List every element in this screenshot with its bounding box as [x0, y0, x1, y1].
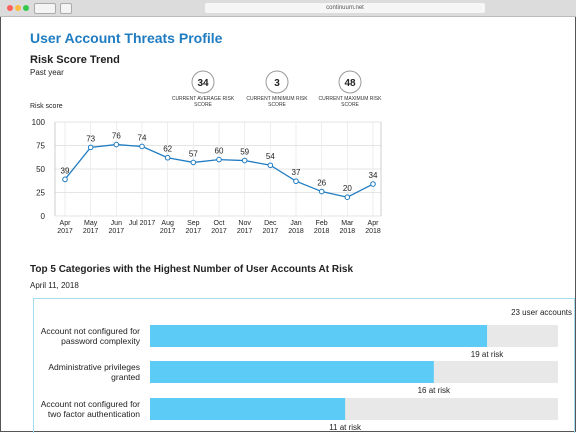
- x-tick-label: Jul 2017: [128, 220, 156, 227]
- bar-category: Account not configured for two factor au…: [40, 399, 140, 419]
- max-label: 23 user accounts: [511, 308, 572, 317]
- y-axis-label: Risk score: [30, 103, 63, 110]
- stat-label: CURRENT MAXIMUM RISK SCORE: [318, 96, 382, 108]
- chart-title: Top 5 Categories with the Highest Number…: [30, 264, 354, 275]
- page-title: User Account Threats Profile: [30, 30, 223, 46]
- data-label: 73: [86, 134, 95, 143]
- value-label: 19 at risk: [471, 350, 504, 359]
- data-label: 57: [189, 149, 198, 158]
- stat-label: CURRENT MINIMUM RISK SCORE: [246, 96, 308, 108]
- value-label: 11 at risk: [329, 423, 362, 432]
- point: [190, 159, 197, 166]
- stat-circle: [265, 70, 289, 94]
- bar-category: Account not configured for password comp…: [40, 326, 140, 346]
- chart-subtitle: Past year: [30, 68, 64, 77]
- x-tick-label: Jun 2017: [108, 220, 125, 235]
- y-tick-label: 0: [41, 212, 46, 221]
- chart-subtitle: April 11, 2018: [30, 281, 79, 290]
- sidebar-button[interactable]: [60, 3, 72, 14]
- x-tick-label: Dec 2017: [262, 220, 279, 235]
- x-tick-label: Aug 2017: [159, 220, 176, 235]
- minimize-button[interactable]: [15, 5, 21, 11]
- point: [344, 194, 351, 200]
- close-button[interactable]: [7, 5, 13, 11]
- y-tick-label: 100: [32, 118, 46, 127]
- data-label: 39: [61, 166, 70, 175]
- x-tick-label: May 2017: [82, 220, 99, 235]
- data-label: 34: [369, 171, 378, 180]
- x-tick-label: Apr 2017: [57, 220, 73, 235]
- bar-category: Administrative privileges granted: [48, 362, 140, 382]
- point: [139, 143, 145, 150]
- point: [164, 154, 171, 161]
- data-label: 60: [215, 147, 224, 156]
- point: [241, 157, 248, 164]
- stat-circle: [338, 70, 362, 94]
- stat-label: CURRENT AVERAGE RISK SCORE: [171, 96, 235, 108]
- url-bar[interactable]: continuum.net: [205, 3, 485, 13]
- data-label: 54: [266, 152, 275, 161]
- bar-panel: [33, 298, 575, 433]
- bar: [150, 325, 488, 347]
- data-label: 37: [292, 168, 301, 177]
- bar: [150, 361, 434, 383]
- stat-value: 34: [197, 78, 209, 89]
- stat-value: 48: [344, 78, 356, 89]
- data-label: 62: [163, 145, 172, 154]
- point: [62, 176, 68, 183]
- data-label: 76: [112, 132, 121, 141]
- stat-value: 3: [274, 78, 280, 89]
- point: [293, 178, 299, 185]
- point: [216, 156, 222, 163]
- point: [87, 144, 94, 151]
- data-label: 26: [317, 179, 326, 188]
- bar: [150, 398, 346, 420]
- data-label: 20: [343, 184, 352, 193]
- y-tick-label: 50: [36, 165, 45, 174]
- value-label: 16 at risk: [418, 386, 451, 395]
- y-tick-label: 25: [36, 189, 45, 198]
- nav-buttons[interactable]: [34, 3, 56, 14]
- x-tick-label: Mar 2018: [339, 220, 356, 235]
- point: [113, 141, 120, 148]
- stat-circle: [191, 70, 215, 94]
- y-tick-label: 75: [36, 142, 45, 151]
- point: [370, 181, 376, 187]
- x-tick-label: Apr 2018: [365, 220, 381, 235]
- x-tick-label: Nov 2017: [236, 220, 253, 235]
- chart-title: Risk Score Trend: [30, 54, 120, 66]
- browser-toolbar: continuum.net: [0, 0, 576, 17]
- point: [267, 162, 274, 169]
- x-tick-label: Jan 2018: [288, 220, 304, 235]
- data-label: 74: [138, 133, 147, 142]
- x-tick-label: Sep 2017: [185, 220, 202, 235]
- data-label: 59: [240, 148, 249, 157]
- x-tick-label: Feb 2018: [313, 220, 330, 235]
- zoom-button[interactable]: [23, 5, 29, 11]
- point: [318, 188, 325, 195]
- x-tick-label: Oct 2017: [211, 220, 227, 235]
